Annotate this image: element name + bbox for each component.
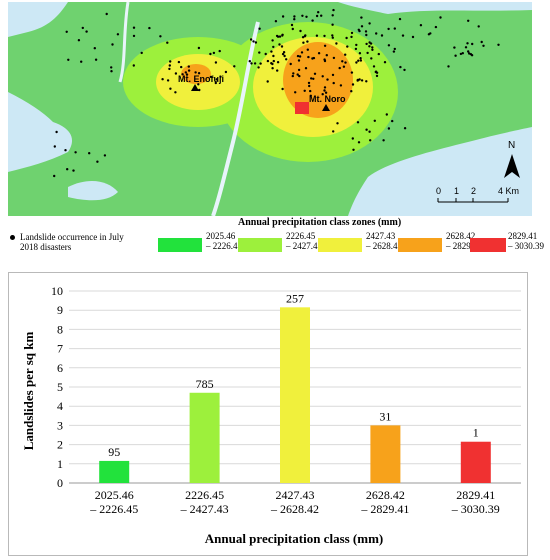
legend-range-4: 2628.42– 2829.41	[446, 231, 482, 251]
bar-data-label: 785	[196, 377, 214, 391]
bar	[99, 460, 130, 483]
peak-marker-noro: Mt. Noro	[309, 94, 346, 111]
y-tick-label: 5	[57, 380, 63, 394]
precipitation-map: Mt. Enofuji Mt. Noro N 0 1 2 4 Km	[8, 2, 532, 216]
legend-swatch-2	[238, 238, 282, 252]
x-tick-label: – 2628.42	[270, 502, 319, 516]
zone-2829	[295, 102, 309, 114]
landslide-points	[53, 8, 500, 178]
chart-y-axis-label: Landslides per sq km	[21, 332, 36, 451]
x-tick-label: 2427.43	[276, 488, 315, 502]
y-tick-label: 4	[57, 399, 63, 413]
scale-unit: 4 Km	[498, 186, 519, 196]
x-tick-label: – 2829.41	[360, 502, 409, 516]
bar-chart: 0 1 2 3 4 5 6 7 8 9 10 95 785 257 31 1 2025.46– 2226.4…	[21, 284, 521, 546]
legend-swatch-3	[318, 238, 362, 252]
scale-tick-1: 1	[454, 186, 459, 196]
legend-swatch-5	[470, 238, 506, 252]
peak-label-noro: Mt. Noro	[309, 94, 346, 104]
y-tick-label: 10	[51, 284, 63, 298]
bar	[370, 425, 401, 483]
map-sea-se	[348, 127, 532, 216]
peak-label-enofuji: Mt. Enofuji	[178, 74, 224, 84]
x-tick-label: 2226.45	[185, 488, 224, 502]
y-tick-label: 1	[57, 457, 63, 471]
x-tick-label: – 2226.45	[89, 502, 138, 516]
bar-data-label: 257	[286, 291, 304, 305]
x-tick-label: – 2427.43	[180, 502, 229, 516]
scale-bar: 0 1 2 4 Km	[436, 186, 519, 203]
y-tick-label: 9	[57, 303, 63, 317]
zone-2628	[283, 42, 353, 118]
y-tick-label: 0	[57, 476, 63, 490]
map-legend: Annual precipitation class zones (mm) La…	[0, 216, 550, 262]
legend-range-3: 2427.43– 2628.42	[366, 231, 402, 251]
map-sea-nw	[8, 2, 68, 37]
y-tick-label: 6	[57, 361, 63, 375]
north-arrow: N	[504, 140, 520, 178]
bar-data-label: 31	[379, 409, 391, 423]
peak-marker-enofuji: Mt. Enofuji	[178, 74, 224, 91]
y-tick-label: 7	[57, 342, 63, 356]
legend-range-1: 2025.46– 2226.45	[206, 231, 242, 251]
landslide-point-icon	[10, 235, 15, 240]
scale-tick-2: 2	[471, 186, 476, 196]
legend-title: Annual precipitation class zones (mm)	[238, 217, 402, 228]
bar	[189, 392, 220, 483]
river-west	[118, 2, 130, 83]
x-tick-label: 2829.41	[456, 488, 495, 502]
bar-data-label: 1	[473, 426, 479, 440]
y-tick-label: 3	[57, 418, 63, 432]
chart-x-axis-label: Annual precipitation class (mm)	[205, 531, 384, 546]
bar-data-label: 95	[108, 445, 120, 459]
x-tick-label: 2628.42	[366, 488, 405, 502]
legend-range-2: 2226.45– 2427.43	[286, 231, 322, 251]
legend-range-5: 2829.41– 3030.39	[508, 231, 544, 251]
chart-y-ticks: 0 1 2 3 4 5 6 7 8 9 10	[51, 284, 63, 490]
map-bay-sw	[68, 180, 118, 201]
chart-data-labels: 95 785 257 31 1	[108, 291, 479, 459]
map-sea-n	[338, 2, 532, 14]
x-tick-label: – 3030.39	[451, 502, 500, 516]
north-arrow-icon	[504, 154, 520, 178]
scale-tick-0: 0	[436, 186, 441, 196]
chart-bars	[99, 307, 491, 483]
bar	[460, 441, 491, 483]
legend-swatch-1	[158, 238, 202, 252]
north-label: N	[508, 140, 515, 151]
legend-landslide-note: Landslide occurrence in July 2018 disast…	[20, 232, 124, 252]
map-sea-w	[8, 92, 73, 172]
bar	[280, 307, 310, 483]
legend-swatch-4	[398, 238, 442, 252]
y-tick-label: 8	[57, 322, 63, 336]
x-tick-label: 2025.46	[95, 488, 134, 502]
y-tick-label: 2	[57, 438, 63, 452]
bar-chart-panel: 0 1 2 3 4 5 6 7 8 9 10 95 785 257 31 1 2025.46– 2226.4…	[8, 272, 528, 556]
river	[211, 21, 260, 216]
zone-2628-west	[181, 64, 211, 84]
